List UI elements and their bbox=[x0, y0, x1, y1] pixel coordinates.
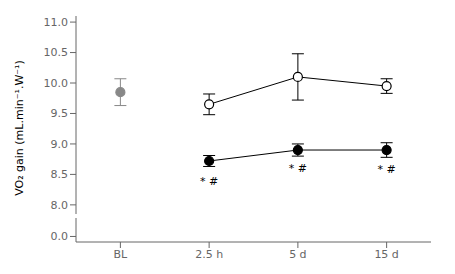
svg-text:* #: * # bbox=[378, 163, 396, 176]
svg-text:15 d: 15 d bbox=[374, 248, 398, 261]
svg-text:10.0: 10.0 bbox=[44, 77, 69, 90]
svg-text:VO₂ gain (mL.min⁻¹.W⁻¹): VO₂ gain (mL.min⁻¹.W⁻¹) bbox=[13, 60, 26, 196]
svg-text:8.5: 8.5 bbox=[51, 168, 69, 181]
svg-text:2.5 h: 2.5 h bbox=[195, 248, 223, 261]
svg-text:5 d: 5 d bbox=[289, 248, 306, 261]
svg-text:8.0: 8.0 bbox=[51, 199, 69, 212]
svg-text:* #: * # bbox=[200, 175, 218, 188]
svg-text:10.5: 10.5 bbox=[44, 46, 69, 59]
svg-text:0.0: 0.0 bbox=[51, 230, 69, 243]
svg-text:* #: * # bbox=[289, 162, 307, 175]
svg-text:9.0: 9.0 bbox=[51, 138, 69, 151]
svg-text:BL: BL bbox=[114, 248, 129, 261]
svg-text:9.5: 9.5 bbox=[51, 107, 69, 120]
svg-text:11.0: 11.0 bbox=[44, 16, 69, 29]
